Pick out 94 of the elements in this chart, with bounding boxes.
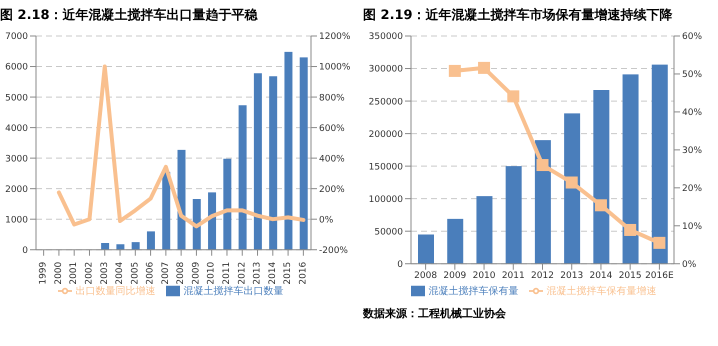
bar (284, 52, 292, 250)
bar (506, 166, 522, 264)
legend-label: 混凝土搅拌车出口数量 (184, 286, 284, 297)
y2-tick-label: 800% (319, 93, 346, 104)
bar (418, 234, 434, 264)
point (478, 62, 490, 74)
y2-tick-label: 1200% (319, 32, 351, 42)
bar (300, 57, 308, 250)
x-tick-label: 2016 (298, 261, 308, 285)
y-tick-label: 350000 (368, 32, 404, 42)
x-tick-label: 2002 (84, 262, 94, 285)
x-tick-label: 2000 (54, 261, 64, 285)
y-tick-label: 7000 (5, 32, 28, 42)
y2-tick-label: 30% (682, 146, 702, 156)
bar (593, 90, 610, 264)
chart-title: 图 2.18：近年混凝土搅拌车出口量趋于平稳 (0, 6, 259, 25)
legend-label: 混凝土搅拌车保有量 (428, 286, 518, 297)
y-tick-label: 5000 (5, 93, 28, 104)
bar (146, 231, 155, 250)
x-tick-label: 2008 (176, 261, 186, 285)
bar (254, 73, 262, 250)
x-tick-label: 2012 (237, 262, 248, 285)
point (507, 90, 520, 102)
y2-tick-label: 60% (682, 32, 702, 42)
x-tick-label: 2005 (130, 262, 140, 285)
x-tick-label: 2011 (222, 262, 232, 285)
y2-tick-label: 20% (682, 184, 702, 194)
legend-label: 出口数量同比增速 (76, 286, 156, 297)
x-tick-label: 2007 (160, 262, 171, 285)
y-tick-label: 200000 (368, 130, 404, 140)
x-tick-label: 2014 (268, 261, 278, 285)
x-tick-label: 2001 (69, 262, 80, 285)
bar (564, 113, 580, 264)
x-tick-label: 2013 (252, 262, 263, 285)
bar (238, 105, 247, 250)
x-tick-label: 1999 (38, 261, 49, 285)
bar (269, 76, 278, 250)
bar (178, 150, 186, 250)
y2-tick-label: 400% (319, 154, 346, 164)
y2-tick-label: 600% (319, 124, 346, 134)
chart-title: 图 2.19：近年混凝土搅拌车市场保有量增速持续下降 (363, 6, 674, 25)
bar (116, 244, 124, 250)
bar (208, 192, 216, 250)
y-tick-label: 100000 (368, 194, 404, 205)
bar (476, 196, 492, 264)
x-tick-label: 2009 (443, 271, 467, 282)
y-tick-label: 4000 (5, 124, 28, 134)
y2-tick-label: -200% (319, 246, 348, 256)
y-tick-label: 300000 (368, 64, 404, 75)
point (624, 224, 636, 236)
x-tick-label: 2015 (283, 262, 294, 285)
point (653, 236, 666, 249)
x-tick-label: 2008 (414, 271, 438, 282)
x-tick-label: 2010 (206, 261, 217, 285)
y-tick-label: 2000 (5, 184, 28, 195)
y2-tick-label: 0% (682, 260, 697, 270)
y-tick-label: 0 (22, 246, 28, 256)
x-tick-label: 2009 (191, 261, 202, 285)
bar (652, 64, 668, 264)
bar (162, 172, 170, 250)
x-tick-label: 2010 (472, 271, 496, 282)
point (448, 64, 461, 77)
bar (132, 242, 140, 250)
point (536, 159, 548, 172)
y2-tick-label: 200% (319, 184, 346, 195)
y2-tick-label: 40% (682, 108, 702, 118)
y-tick-label: 0 (397, 260, 404, 270)
y-tick-label: 150000 (368, 162, 404, 172)
x-tick-label: 2003 (100, 262, 110, 285)
source-note: 数据来源：工程机械工业协会 (363, 307, 506, 320)
x-tick-label: 2006 (146, 261, 156, 285)
y2-tick-label: 0% (319, 215, 334, 226)
y-tick-label: 50000 (374, 227, 404, 238)
y2-tick-label: 1000% (319, 62, 351, 73)
y-tick-label: 3000 (5, 154, 28, 164)
bar (223, 158, 232, 250)
bar (447, 218, 464, 264)
legend-label: 混凝土搅拌车保有量增速 (546, 286, 656, 297)
x-tick-label: 2004 (115, 261, 126, 285)
x-tick-label: 2011 (502, 271, 525, 282)
y-tick-label: 6000 (5, 62, 28, 73)
x-tick-label: 2013 (560, 271, 584, 282)
y2-tick-label: 50% (682, 70, 702, 80)
line-series (56, 64, 306, 228)
bar (622, 74, 639, 264)
y-tick-label: 1000 (5, 215, 28, 226)
point (594, 199, 607, 212)
x-tick-label: 2012 (531, 271, 554, 282)
x-tick-label: 2014 (589, 271, 613, 282)
y2-tick-label: 10% (682, 222, 702, 232)
point (566, 176, 578, 189)
x-tick-label: 2015 (618, 271, 642, 282)
y-tick-label: 250000 (368, 97, 404, 108)
x-tick-label: 2016E (645, 271, 674, 282)
